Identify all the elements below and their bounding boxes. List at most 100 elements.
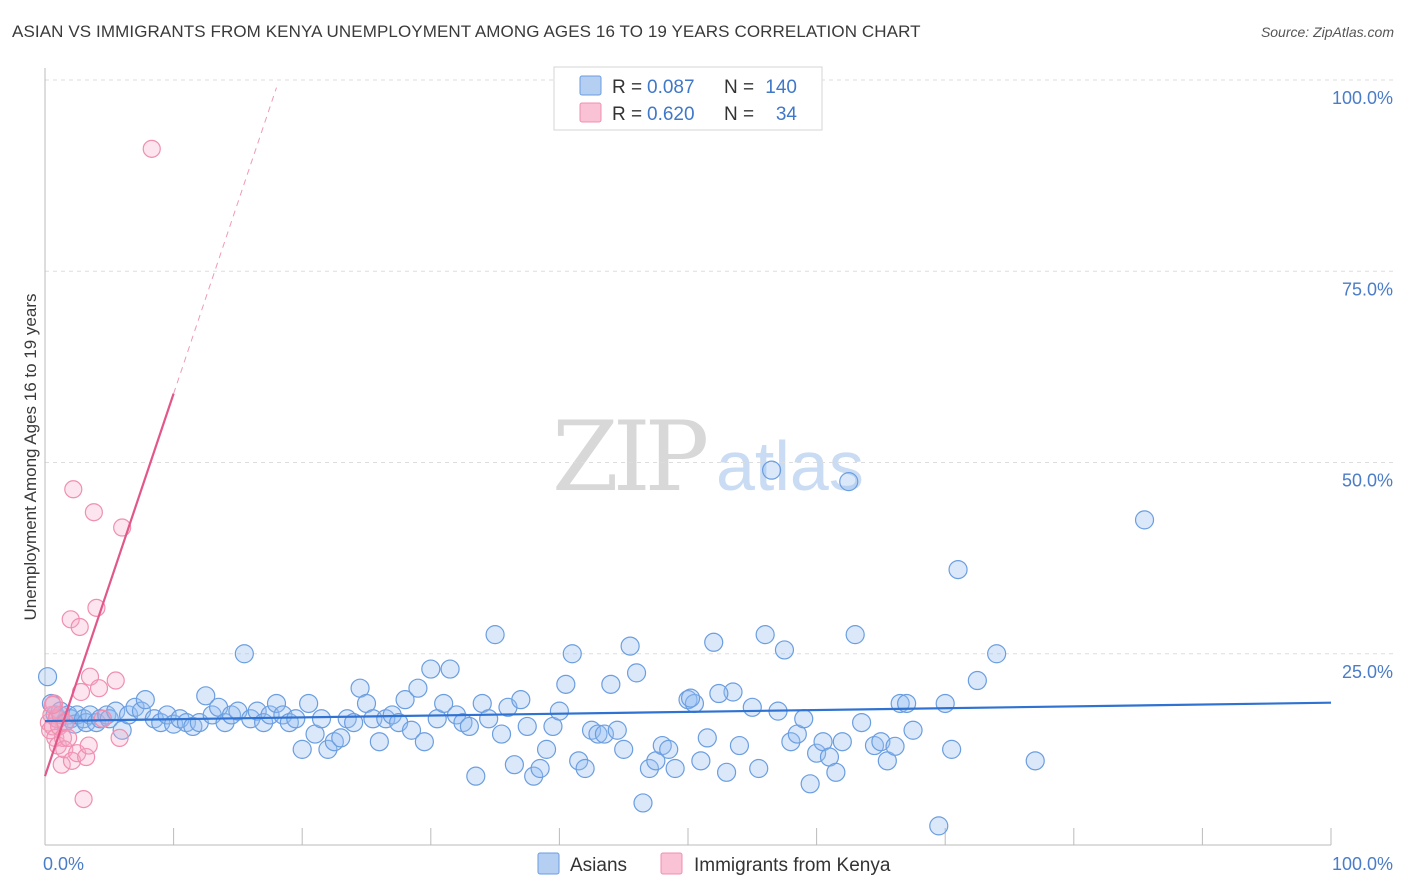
- point-asians: [318, 739, 338, 759]
- source-label: Source: ZipAtlas.com: [1260, 24, 1394, 40]
- point-asians: [967, 670, 987, 691]
- point-asians: [755, 625, 775, 645]
- point-asians: [601, 674, 621, 694]
- point-asians: [749, 758, 769, 779]
- point-kenya: [142, 139, 161, 158]
- point-asians: [935, 693, 955, 714]
- point-asians: [401, 720, 422, 740]
- trend-line-asians: [44, 701, 1332, 723]
- point-asians: [556, 674, 576, 694]
- point-asians: [135, 690, 155, 710]
- point-asians: [536, 739, 557, 759]
- legend-n-label-kenya: N =: [724, 104, 754, 125]
- y-tick-label: 75.0%: [1342, 279, 1393, 299]
- point-asians: [504, 755, 524, 775]
- point-asians: [99, 709, 119, 729]
- bottom-legend-label-asians: Asians: [570, 855, 627, 876]
- series-asians: [37, 460, 1155, 836]
- bottom-legend-swatch-kenya: [660, 852, 683, 875]
- y-tick-label: 50.0%: [1342, 471, 1393, 491]
- watermark-zip: ZIP: [552, 401, 707, 513]
- point-asians: [273, 705, 293, 725]
- y-axis-title: Unemployment Among Ages 16 to 19 years: [21, 294, 40, 621]
- point-kenya: [79, 736, 98, 755]
- point-kenya: [89, 679, 109, 698]
- legend-swatch-asians: [579, 75, 602, 96]
- point-asians: [575, 758, 595, 779]
- point-kenya: [74, 789, 93, 809]
- point-asians: [369, 732, 389, 752]
- point-kenya: [43, 695, 62, 715]
- legend-r-label-kenya: R =: [612, 104, 642, 125]
- legend-n-label-asians: N =: [724, 77, 754, 98]
- bottom-legend-label-kenya: Immigrants from Kenya: [694, 855, 891, 876]
- point-asians: [709, 683, 729, 704]
- point-asians: [331, 728, 351, 748]
- point-asians: [781, 732, 801, 752]
- point-asians: [485, 625, 505, 645]
- point-asians: [774, 640, 795, 660]
- point-asians: [434, 693, 454, 714]
- point-kenya: [64, 480, 83, 499]
- point-kenya: [106, 671, 125, 690]
- point-asians: [704, 632, 724, 652]
- point-asians: [292, 739, 312, 759]
- point-asians: [852, 712, 872, 733]
- point-asians: [665, 758, 685, 779]
- watermark: ZIP atlas: [552, 401, 864, 513]
- trend-line-kenya-extension: [173, 87, 277, 394]
- legend-n-value-kenya: 34: [776, 104, 798, 125]
- legend-r-value-kenya: 0.620: [647, 104, 695, 125]
- point-asians: [562, 644, 582, 664]
- point-asians: [800, 774, 820, 794]
- point-asians: [395, 690, 415, 710]
- point-asians: [234, 644, 254, 664]
- point-asians: [491, 724, 512, 744]
- point-kenya: [110, 728, 129, 748]
- bottom-legend-swatch-asians: [537, 852, 560, 875]
- point-asians: [942, 739, 962, 759]
- bottom-legend: Asians Immigrants from Kenya: [537, 852, 891, 876]
- point-asians: [479, 709, 499, 729]
- point-asians: [633, 793, 653, 813]
- point-asians: [459, 716, 479, 737]
- point-asians: [466, 766, 486, 786]
- point-asians: [903, 720, 923, 740]
- x-tick-label-left: 0.0%: [43, 854, 84, 874]
- point-asians: [511, 690, 531, 710]
- watermark-atlas: atlas: [716, 427, 864, 505]
- point-asians: [299, 693, 319, 714]
- point-asians: [806, 743, 827, 763]
- point-asians: [659, 739, 679, 759]
- point-asians: [517, 716, 537, 737]
- point-kenya: [93, 709, 112, 728]
- chart-title: ASIAN VS IMMIGRANTS FROM KENYA UNEMPLOYM…: [12, 22, 921, 41]
- point-asians: [680, 688, 701, 708]
- point-asians: [549, 701, 570, 721]
- point-asians: [344, 712, 364, 733]
- point-asians: [588, 724, 608, 744]
- trend-line-kenya: [43, 393, 175, 777]
- point-asians: [697, 728, 717, 748]
- point-asians: [37, 667, 58, 687]
- legend-r-value-asians: 0.087: [647, 77, 695, 98]
- point-kenya: [77, 747, 96, 767]
- point-asians: [408, 678, 428, 698]
- point-asians: [794, 709, 814, 729]
- point-asians: [929, 816, 949, 836]
- point-asians: [723, 682, 743, 702]
- point-kenya: [70, 617, 89, 637]
- point-asians: [530, 758, 550, 779]
- point-asians: [286, 709, 306, 729]
- y-tick-labels: 100.0% 75.0% 50.0% 25.0%: [1332, 88, 1393, 682]
- point-asians: [871, 732, 891, 752]
- point-asians: [987, 644, 1007, 664]
- stats-legend: R = 0.087 N = 140 R = 0.620 N = 34: [553, 66, 823, 131]
- point-asians: [626, 663, 647, 683]
- point-asians: [948, 559, 968, 580]
- point-asians: [620, 636, 640, 656]
- point-asians: [607, 720, 627, 740]
- point-asians: [247, 701, 267, 721]
- point-asians: [614, 739, 634, 759]
